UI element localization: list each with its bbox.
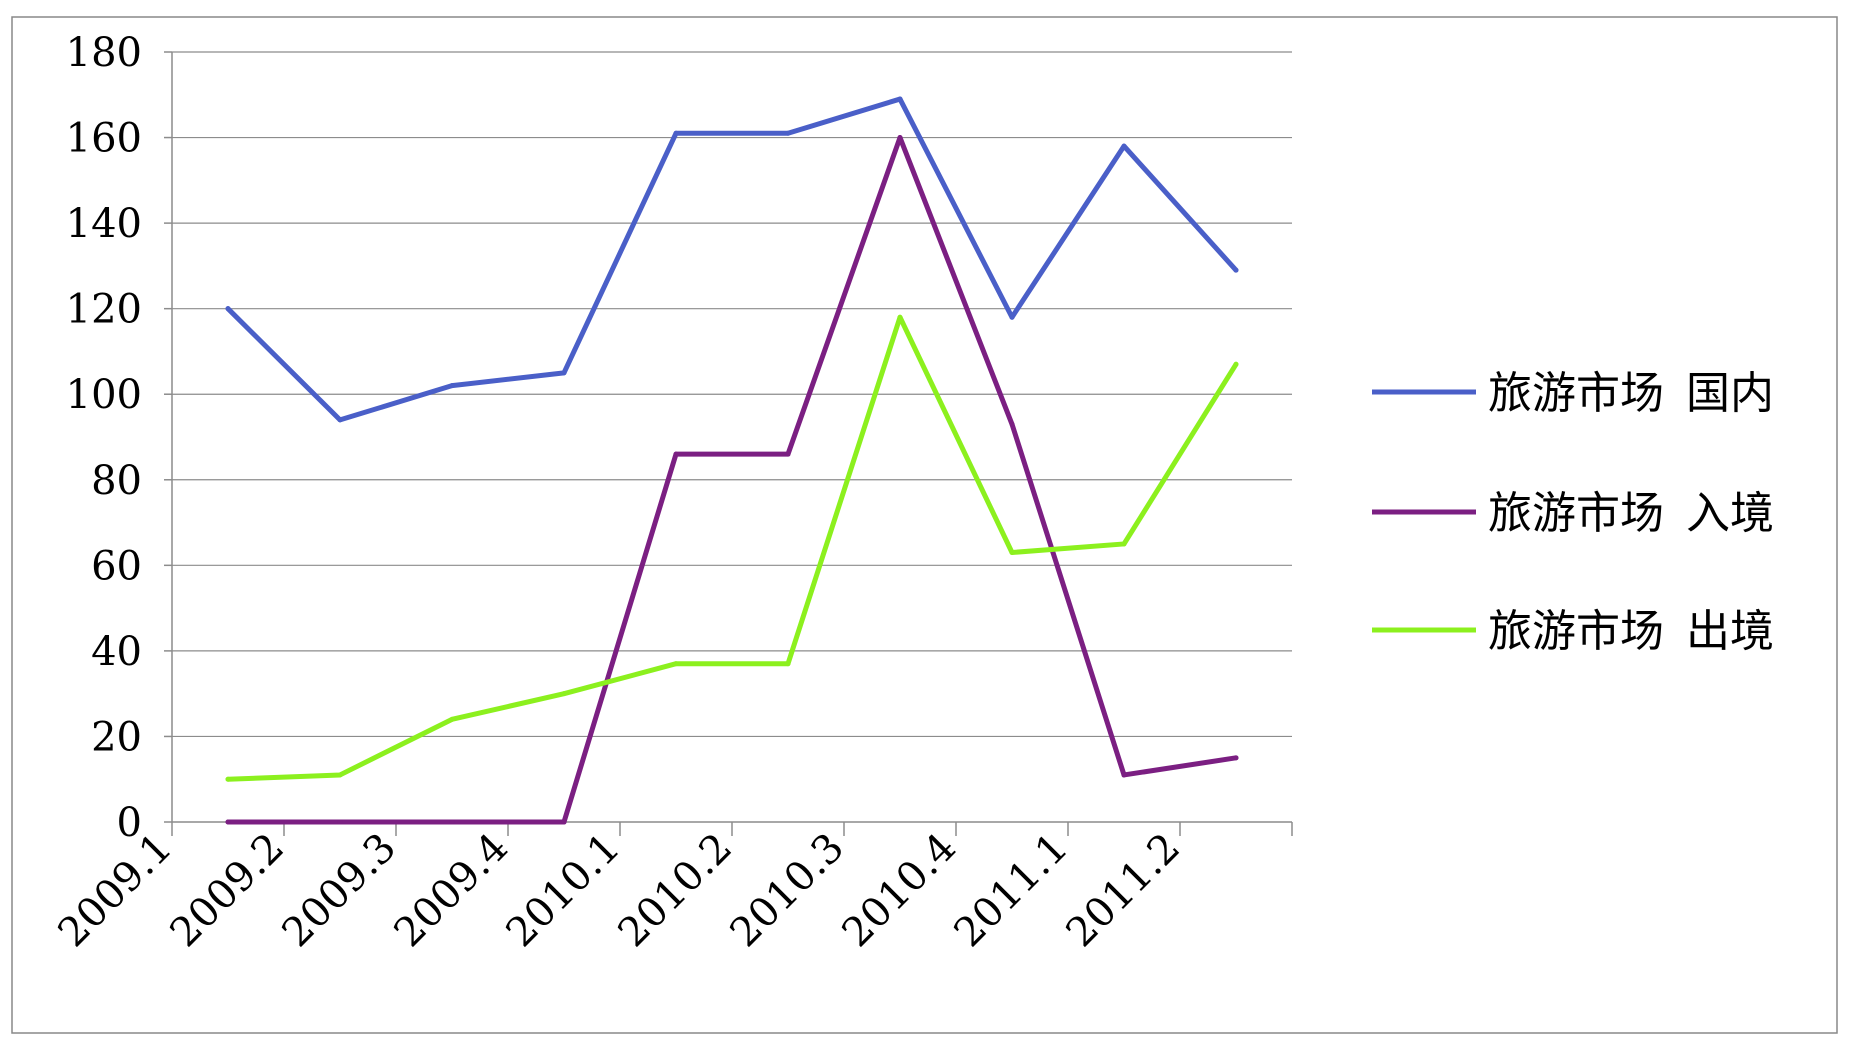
series-1-point-2 (449, 819, 455, 825)
legend-label-0: 旅游市场 国内 (1488, 368, 1774, 419)
grid-lines (172, 51, 1292, 738)
series-0-point-3 (561, 370, 567, 376)
series-2-point-5 (785, 661, 791, 667)
series-1-point-7 (1009, 421, 1015, 427)
series-2-point-9 (1233, 361, 1239, 367)
y-tick-labels: 0 20 40 60 80 100 120 140 160 180 (66, 30, 142, 846)
series-2-point-8 (1121, 541, 1127, 547)
series-2-point-0 (225, 776, 231, 782)
series-2-point-2 (449, 716, 455, 722)
series-lines (225, 96, 1239, 825)
legend-label-2: 旅游市场 出境 (1488, 606, 1774, 657)
series-2-point-7 (1009, 550, 1015, 555)
y-tick-label-2: 40 (91, 629, 142, 675)
series-1-point-4 (673, 451, 679, 457)
series-0-point-8 (1121, 143, 1127, 149)
y-tick-label-5: 100 (66, 372, 142, 418)
series-0-point-9 (1233, 267, 1239, 273)
y-tick-label-0: 0 (117, 800, 142, 846)
y-tick-label-6: 120 (66, 287, 142, 333)
y-tick-label-9: 180 (66, 30, 142, 76)
series-line-1 (225, 135, 1239, 825)
series-0-point-6 (897, 96, 903, 102)
series-0-point-5 (785, 130, 791, 136)
series-0-point-1 (337, 417, 343, 423)
series-1-point-1 (337, 819, 343, 825)
y-tick-label-4: 80 (91, 458, 142, 504)
series-0-point-0 (225, 306, 231, 312)
chart-border (11, 16, 1838, 1034)
series-1-point-3 (561, 819, 567, 825)
series-1-point-5 (785, 451, 791, 457)
series-1-point-0 (225, 819, 231, 825)
series-line-2 (225, 314, 1239, 782)
series-0-point-4 (673, 130, 679, 136)
series-line-0 (225, 96, 1239, 423)
series-2-point-6 (897, 314, 903, 320)
series-2-point-3 (561, 691, 567, 697)
series-1-point-6 (897, 135, 903, 141)
series-2-point-4 (673, 661, 679, 667)
series-0-point-2 (449, 383, 455, 389)
y-tick-label-3: 60 (91, 543, 142, 589)
series-1-point-8 (1121, 772, 1127, 778)
series-2-point-1 (337, 772, 343, 778)
series-0-point-7 (1009, 314, 1015, 320)
y-tick-label-8: 160 (66, 116, 142, 162)
y-tick-label-1: 20 (91, 714, 142, 760)
y-tick-label-7: 140 (66, 201, 142, 247)
legend-label-1: 旅游市场 入境 (1488, 488, 1774, 539)
series-1-point-9 (1233, 755, 1239, 761)
